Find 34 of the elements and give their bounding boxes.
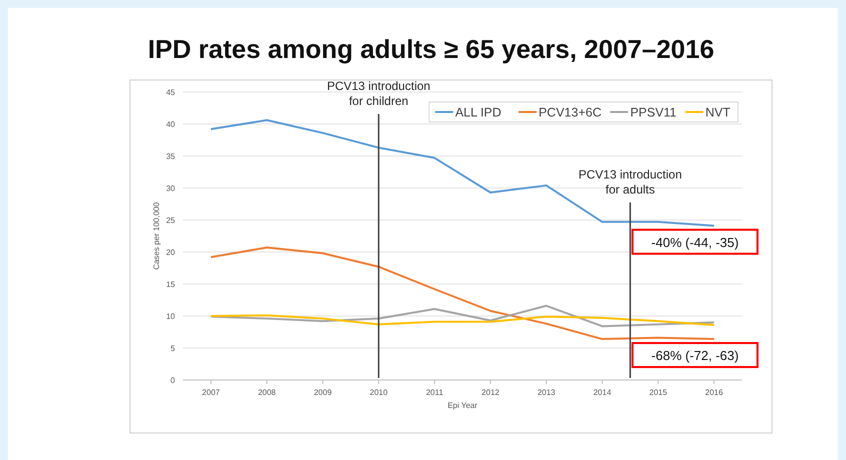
x-tick-label: 2011 [426, 388, 444, 397]
y-tick-label: 15 [166, 280, 176, 289]
ref-line-label: PCV13 introduction for adults [578, 167, 682, 196]
annotation: -40% (-44, -35) [651, 234, 739, 250]
ref-line-label: PCV13 introduction for children [326, 79, 430, 108]
y-tick-label: 20 [166, 248, 176, 257]
x-tick-label: 2013 [537, 388, 556, 397]
annotation: -68% (-72, -63) [651, 348, 739, 364]
y-tick-label: 35 [166, 152, 176, 161]
x-tick-label: 2008 [258, 388, 276, 397]
y-tick-label: 10 [166, 312, 176, 321]
line-series [210, 304, 716, 328]
legend-label: ALL IPD [455, 106, 502, 120]
y-tick-label: 25 [166, 216, 176, 225]
y-tick-label: 30 [166, 184, 176, 193]
line-series [210, 119, 716, 227]
y-axis-title: Cases per 100,000 [152, 202, 161, 270]
y-tick-label: 5 [170, 344, 176, 353]
x-tick-label: 2015 [649, 388, 668, 397]
x-axis-title: Epi Year [448, 401, 478, 410]
y-tick-label: 0 [170, 376, 176, 385]
x-tick-label: 2012 [482, 388, 500, 397]
chart-title: IPD rates among adults ≥ 65 years, 2007–2016 [148, 34, 714, 64]
legend-label: PPSV11 [630, 106, 677, 120]
x-tick-label: 2010 [370, 388, 388, 397]
y-tick-label: 45 [166, 88, 176, 97]
x-tick-label: 2014 [593, 388, 612, 397]
x-tick-label: 2009 [314, 388, 332, 397]
line-series [210, 314, 716, 326]
legend-label: PCV13+6C [538, 106, 602, 120]
legend-label: NVT [705, 106, 731, 120]
x-tick-label: 2007 [202, 388, 220, 397]
x-tick-label: 2016 [705, 388, 724, 397]
y-tick-label: 40 [166, 120, 176, 129]
